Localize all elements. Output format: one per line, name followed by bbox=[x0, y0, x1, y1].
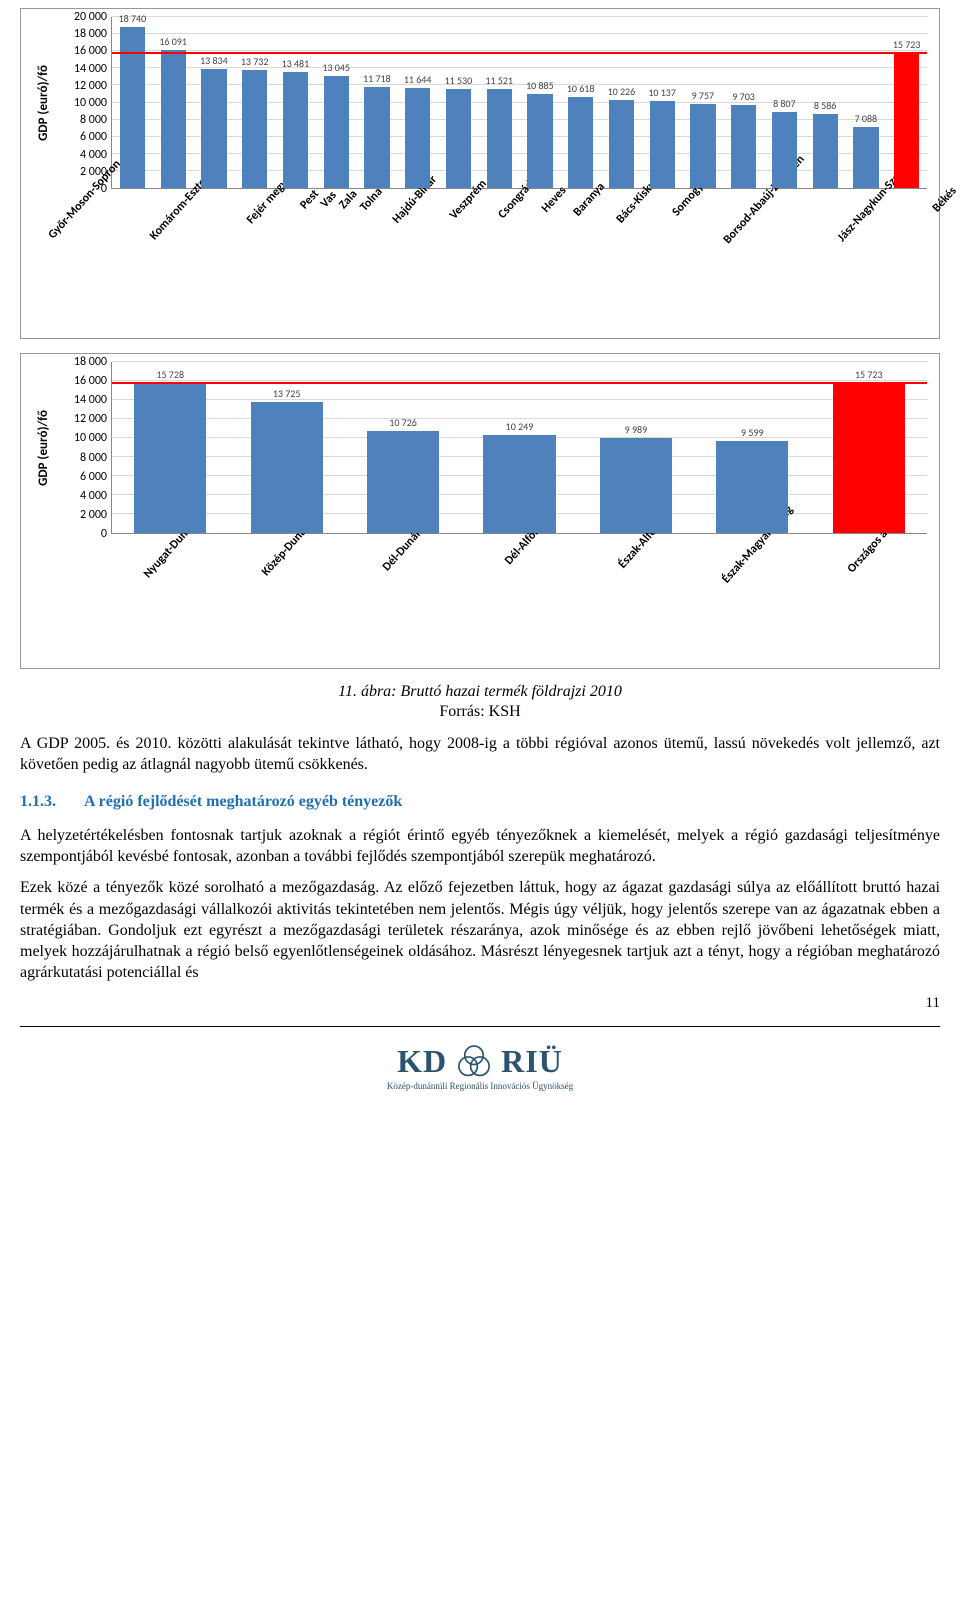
bar: 10 137 bbox=[642, 86, 683, 188]
bar: 11 521 bbox=[479, 74, 520, 188]
bar: 15 723 bbox=[886, 38, 927, 188]
paragraph-2: A helyzetértékelésben fontosnak tartjuk … bbox=[20, 825, 940, 867]
bar: 9 989 bbox=[578, 423, 694, 533]
bar: 10 226 bbox=[601, 85, 642, 188]
chart1-xlabels: Győr-Moson-SopronKomárom-EsztergomFejér … bbox=[29, 189, 960, 334]
bar-value-label: 18 740 bbox=[119, 12, 147, 25]
paragraph-1: A GDP 2005. és 2010. közötti alakulását … bbox=[20, 733, 940, 775]
bar: 18 740 bbox=[112, 12, 153, 188]
bar: 10 249 bbox=[461, 420, 577, 533]
chart2-plot-area: 15 728 13 725 10 726 10 249 9 989 9 599 15 723 bbox=[111, 362, 927, 534]
bar-value-label: 10 885 bbox=[526, 79, 554, 92]
figure-source: Forrás: KSH bbox=[20, 703, 940, 721]
bar-value-label: 13 834 bbox=[200, 54, 228, 67]
bar-value-label: 11 521 bbox=[485, 74, 513, 87]
paragraph-3: Ezek közé a tényezők közé sorolható a me… bbox=[20, 877, 940, 983]
bar-value-label: 13 481 bbox=[282, 57, 310, 70]
bar: 11 644 bbox=[397, 73, 438, 188]
gdp-counties-chart: GDP (euró)/fő 20 00018 00016 00014 00012… bbox=[20, 8, 940, 339]
bar-value-label: 9 757 bbox=[692, 89, 715, 102]
section-number: 1.1.3. bbox=[20, 793, 56, 810]
chart1-ylabel: GDP (euró)/fő bbox=[36, 65, 51, 141]
bar-value-label: 10 618 bbox=[567, 82, 595, 95]
bar-value-label: 10 137 bbox=[648, 86, 676, 99]
figure-caption: 11. ábra: Bruttó hazai termék földrajzi … bbox=[20, 683, 940, 701]
chart2-ylabel: GDP (euró)/fő bbox=[36, 410, 51, 486]
bar-value-label: 9 599 bbox=[741, 426, 764, 439]
section-title: A régió fejlődését meghatározó egyéb tén… bbox=[84, 793, 402, 810]
bar-value-label: 9 989 bbox=[625, 423, 648, 436]
bar-value-label: 11 530 bbox=[445, 74, 473, 87]
bar-value-label: 15 728 bbox=[156, 368, 184, 381]
bar-value-label: 11 718 bbox=[363, 72, 391, 85]
bar: 9 599 bbox=[694, 426, 810, 533]
bar: 16 091 bbox=[153, 35, 194, 188]
bar-value-label: 10 249 bbox=[506, 420, 534, 433]
bar: 10 885 bbox=[520, 79, 561, 188]
bar: 13 725 bbox=[228, 387, 344, 533]
bar: 10 618 bbox=[560, 82, 601, 188]
chart1-yaxis: 20 00018 00016 00014 00012 00010 0008 00… bbox=[57, 17, 111, 189]
bar-value-label: 9 703 bbox=[732, 90, 755, 103]
bar: 11 718 bbox=[357, 72, 398, 188]
bar: 13 732 bbox=[234, 55, 275, 188]
bar-value-label: 10 726 bbox=[389, 416, 417, 429]
bar-value-label: 8 807 bbox=[773, 97, 796, 110]
logo-text-riu: RIÜ bbox=[501, 1043, 563, 1080]
bar: 8 586 bbox=[805, 99, 846, 188]
footer-logo: KD RIÜ bbox=[20, 1041, 940, 1083]
chart1-plot-area: 18 74016 09113 83413 73213 48113 04511 7… bbox=[111, 17, 927, 189]
triquetra-icon bbox=[453, 1041, 495, 1083]
logo-text-kd: KD bbox=[397, 1043, 447, 1080]
bar: 15 723 bbox=[811, 368, 927, 533]
bar-value-label: 15 723 bbox=[855, 368, 883, 381]
chart2-yaxis: 18 00016 00014 00012 00010 0008 0006 000… bbox=[57, 362, 111, 534]
bar: 8 807 bbox=[764, 97, 805, 188]
chart2-xlabels: Nyugat-DunántúlKözép-DunántúlDél-Dunántú… bbox=[111, 534, 927, 664]
bar: 13 481 bbox=[275, 57, 316, 188]
bar-value-label: 13 725 bbox=[273, 387, 301, 400]
bar: 13 045 bbox=[316, 61, 357, 188]
gdp-regions-chart: GDP (euró)/fő 18 00016 00014 00012 00010… bbox=[20, 353, 940, 669]
bar: 10 726 bbox=[345, 416, 461, 533]
reference-line bbox=[112, 382, 927, 384]
footer-rule bbox=[20, 1026, 940, 1027]
bar: 9 757 bbox=[683, 89, 724, 188]
bar: 15 728 bbox=[112, 368, 228, 533]
bar: 7 088 bbox=[846, 112, 887, 188]
bar-value-label: 11 644 bbox=[404, 73, 432, 86]
bar-value-label: 10 226 bbox=[608, 85, 636, 98]
logo-subtitle: Közép-dunántúli Regionális Innovációs Üg… bbox=[20, 1081, 940, 1091]
bar-value-label: 7 088 bbox=[855, 112, 878, 125]
bar-value-label: 15 723 bbox=[893, 38, 921, 51]
bar-value-label: 8 586 bbox=[814, 99, 837, 112]
section-heading: 1.1.3. A régió fejlődését meghatározó egy… bbox=[20, 793, 940, 811]
bar-value-label: 16 091 bbox=[159, 35, 187, 48]
bar-value-label: 13 045 bbox=[322, 61, 350, 74]
bar: 11 530 bbox=[438, 74, 479, 188]
bar: 9 703 bbox=[723, 90, 764, 188]
page-number: 11 bbox=[20, 995, 940, 1012]
reference-line bbox=[112, 52, 927, 54]
bar: 13 834 bbox=[194, 54, 235, 188]
bar-value-label: 13 732 bbox=[241, 55, 269, 68]
